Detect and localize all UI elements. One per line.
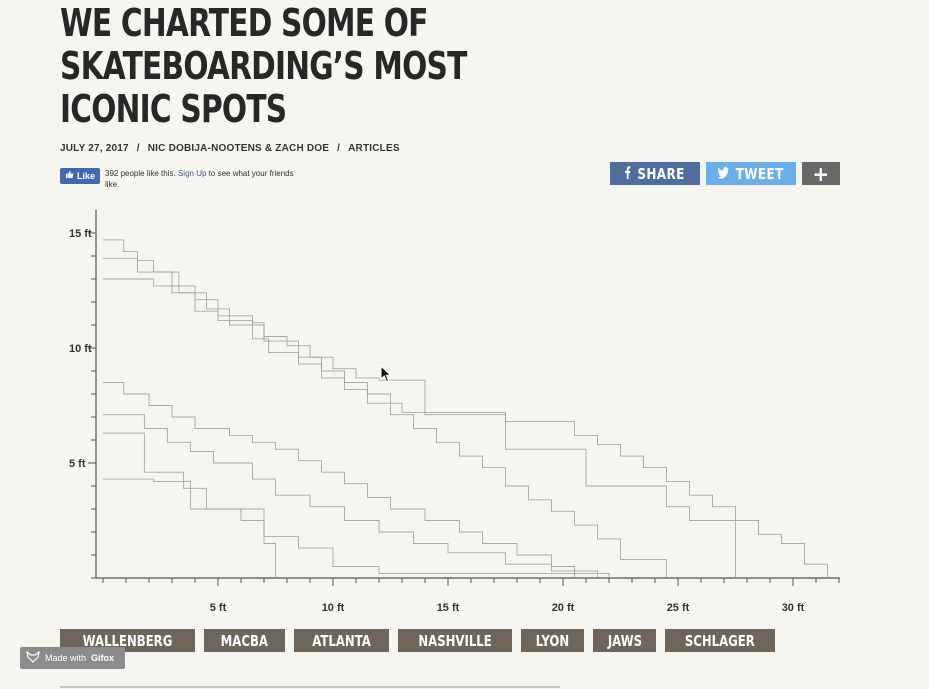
gifox-brand: Gifox — [91, 653, 115, 663]
share-label: SHARE — [637, 164, 686, 183]
twitter-tweet-button[interactable]: TWEET — [706, 162, 796, 185]
like-count-text: 392 people like this. Sign Up to see wha… — [105, 168, 295, 190]
spot-profile-line-3 — [103, 278, 667, 578]
tweet-label: TWEET — [736, 164, 785, 183]
signup-link[interactable]: Sign Up — [177, 169, 207, 178]
facebook-share-button[interactable]: SHARE — [610, 162, 700, 185]
twitter-bird-icon — [718, 165, 730, 183]
like-count: 392 people like this. — [105, 169, 176, 178]
y-tick-label: 15 ft — [69, 228, 92, 240]
mouse-cursor-icon — [380, 364, 392, 388]
plus-icon: + — [812, 161, 830, 186]
spot-tag-jaws[interactable]: JAWS — [592, 629, 657, 652]
gifox-prefix: Made with — [45, 653, 87, 663]
y-tick-label: 5 ft — [69, 458, 86, 470]
spot-tag-label: WALLENBERG — [82, 631, 173, 650]
x-tick-label: 20 ft — [552, 602, 575, 614]
spot-tag-atlanta[interactable]: ATLANTA — [293, 629, 389, 652]
facebook-like-widget: Like 392 people like this. Sign Up to se… — [60, 168, 295, 190]
article-date: JULY 27, 2017 — [60, 143, 129, 154]
facebook-like-button[interactable]: Like — [60, 168, 101, 184]
spot-profile-line-7 — [103, 478, 276, 578]
thumbs-up-icon — [65, 170, 74, 182]
fox-icon — [26, 650, 40, 665]
y-tick-label: 10 ft — [69, 343, 92, 355]
facebook-icon — [625, 165, 631, 183]
spot-profile-line-1 — [103, 239, 828, 578]
spot-tag-label: JAWS — [607, 631, 642, 650]
gifox-badge: Made with Gifox — [20, 647, 125, 669]
signup-suffix: to see what your friends like. — [105, 169, 294, 189]
meta-separator: / — [136, 143, 140, 154]
x-tick-label: 5 ft — [210, 602, 227, 614]
spot-tag-lyon[interactable]: LYON — [520, 629, 584, 652]
article-meta: JULY 27, 2017 / NIC DOBIJA-NOOTENS & ZACH … — [60, 143, 400, 154]
spot-profile-line-2 — [103, 257, 736, 578]
body-text-hint — [60, 684, 840, 689]
x-tick-label: 15 ft — [437, 602, 460, 614]
spot-tag-label: NASHVILLE — [417, 631, 492, 650]
article-title: WE CHARTED SOME OF SKATEBOARDING’S MOST … — [60, 1, 467, 131]
x-tick-label: 10 ft — [322, 602, 345, 614]
spot-tag-schlager[interactable]: SCHLAGER — [665, 629, 776, 652]
spot-tags: WALLENBERG MACBA ATLANTA NASHVILLE LYON JAWS S… — [60, 629, 776, 652]
spot-profile-line-6 — [103, 432, 610, 578]
meta-separator: / — [337, 143, 341, 154]
spot-tag-wallenberg[interactable]: WALLENBERG — [60, 629, 195, 652]
like-label: Like — [77, 171, 96, 181]
spot-tag-label: SCHLAGER — [685, 631, 756, 650]
spot-tag-macba[interactable]: MACBA — [203, 629, 285, 652]
spot-tag-label: ATLANTA — [311, 631, 371, 650]
more-share-button[interactable]: + — [802, 161, 840, 186]
spot-tag-label: LYON — [535, 631, 569, 650]
article-authors[interactable]: NIC DOBIJA-NOOTENS & ZACH DOE — [147, 143, 330, 154]
chart-svg: 5 ft 10 ft 15 ft 5 ft 10 ft 15 ft 20 ft 25 ft 30… — [69, 210, 840, 614]
x-tick-label: 25 ft — [667, 602, 690, 614]
spot-profile-line-4 — [103, 382, 575, 578]
spot-profile-line-5 — [103, 414, 598, 578]
article-section-link[interactable]: ARTICLES — [348, 143, 400, 154]
spot-tag-label: MACBA — [220, 631, 268, 650]
spots-chart: 5 ft 10 ft 15 ft 5 ft 10 ft 15 ft 20 ft 25 ft 30… — [0, 195, 929, 630]
spot-tag-nashville[interactable]: NASHVILLE — [397, 629, 512, 652]
x-tick-label: 30 ft — [782, 602, 805, 614]
